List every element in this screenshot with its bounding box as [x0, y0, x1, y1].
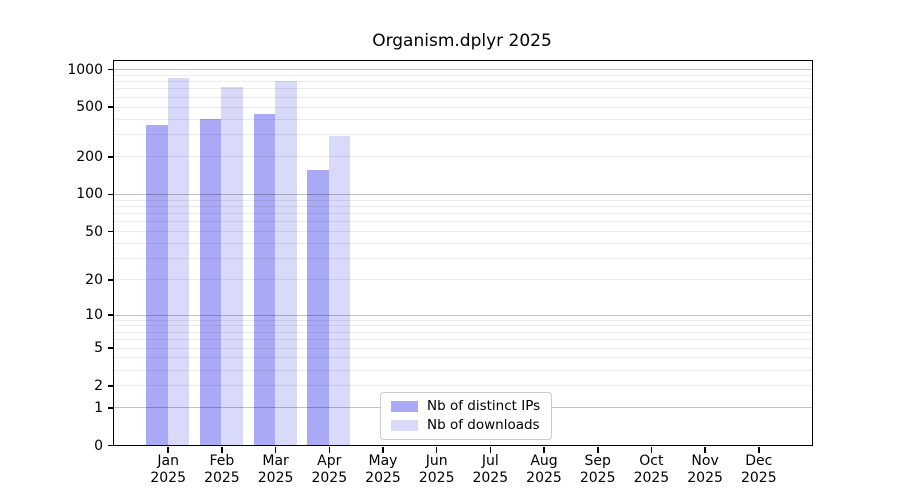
x-axis-tick — [328, 447, 330, 453]
legend: Nb of distinct IPs Nb of downloads — [380, 392, 553, 440]
y-axis-tick — [108, 230, 114, 233]
chart-title: Organism.dplyr 2025 — [372, 31, 552, 51]
x-axis-tick-label-feb: Feb 2025 — [204, 453, 240, 486]
bar-distinct-ips-jan — [146, 125, 168, 445]
y-axis-tick — [108, 444, 114, 447]
legend-item-downloads: Nb of downloads — [391, 418, 540, 433]
y-axis-tick — [108, 407, 114, 409]
bar-distinct-ips-apr — [307, 169, 329, 445]
x-axis-tick-label-mar: Mar 2025 — [257, 453, 294, 486]
x-axis-tick-label-may: May 2025 — [365, 453, 401, 486]
x-axis-tick — [650, 447, 653, 453]
y-axis-tick — [108, 106, 114, 108]
x-axis-tick — [543, 447, 545, 453]
x-axis-tick — [489, 447, 492, 453]
x-axis-tick — [704, 447, 706, 453]
bar-downloads-apr — [328, 136, 351, 445]
x-axis-tick-label-jul: Jul 2025 — [472, 453, 509, 486]
y-axis-tick-label: 100 — [76, 186, 103, 203]
legend-label: Nb of downloads — [427, 417, 540, 433]
legend-item-distinct-ips: Nb of distinct IPs — [391, 399, 540, 414]
x-axis-tick-label-apr: Apr 2025 — [311, 453, 348, 486]
y-axis-tick-label: 50 — [85, 223, 103, 240]
y-axis-tick — [108, 156, 114, 158]
gridline-minor — [114, 81, 812, 83]
gridline-minor — [114, 88, 812, 90]
x-axis-tick-label-oct: Oct 2025 — [633, 453, 670, 486]
y-axis-tick-label: 200 — [76, 148, 103, 165]
x-axis-tick — [597, 447, 599, 453]
y-axis-tick — [108, 347, 114, 349]
distinct-ips-swatch-icon — [391, 401, 418, 412]
legend-label: Nb of distinct IPs — [427, 398, 541, 414]
gridline-minor — [114, 74, 812, 76]
y-axis-tick-label: 20 — [85, 271, 103, 288]
y-axis-tick-label: 5 — [94, 340, 103, 356]
bar-downloads-mar — [275, 80, 297, 445]
x-axis-tick — [221, 447, 223, 453]
x-axis-tick-label-jan: Jan 2025 — [150, 453, 186, 486]
x-axis-tick — [167, 447, 169, 453]
x-axis-tick — [382, 447, 384, 453]
y-axis-tick — [108, 68, 114, 71]
bar-downloads-feb — [221, 87, 243, 445]
y-axis-tick-label: 1000 — [67, 61, 103, 78]
gridline-minor — [114, 96, 812, 98]
x-axis-tick-label-dec: Dec 2025 — [740, 453, 777, 486]
y-axis-tick-label: 2 — [94, 377, 103, 394]
y-axis-tick — [108, 314, 114, 316]
plot-area — [113, 60, 813, 446]
x-axis-tick-label-nov: Nov 2025 — [687, 453, 723, 486]
y-axis-tick — [108, 193, 114, 196]
y-axis-tick — [108, 385, 114, 387]
y-axis-tick-label: 10 — [85, 307, 103, 323]
downloads-swatch-icon — [391, 420, 418, 431]
y-axis-tick-label: 500 — [76, 99, 103, 116]
x-axis-tick-label-aug: Aug 2025 — [526, 453, 562, 486]
bar-distinct-ips-feb — [199, 119, 222, 445]
x-axis-tick-label-jun: Jun 2025 — [418, 453, 455, 486]
x-axis-tick — [758, 447, 760, 453]
y-axis-tick-label: 1 — [94, 399, 103, 416]
bar-distinct-ips-mar — [253, 113, 276, 445]
gridline-major — [114, 69, 812, 70]
bar-downloads-jan — [167, 78, 190, 445]
x-axis-tick — [274, 447, 277, 453]
gridline-minor — [114, 106, 812, 108]
x-axis-tick-label-sep: Sep 2025 — [579, 453, 616, 486]
y-axis-tick — [108, 279, 114, 281]
y-axis-tick-label: 0 — [94, 437, 103, 454]
x-axis-tick — [435, 447, 438, 453]
